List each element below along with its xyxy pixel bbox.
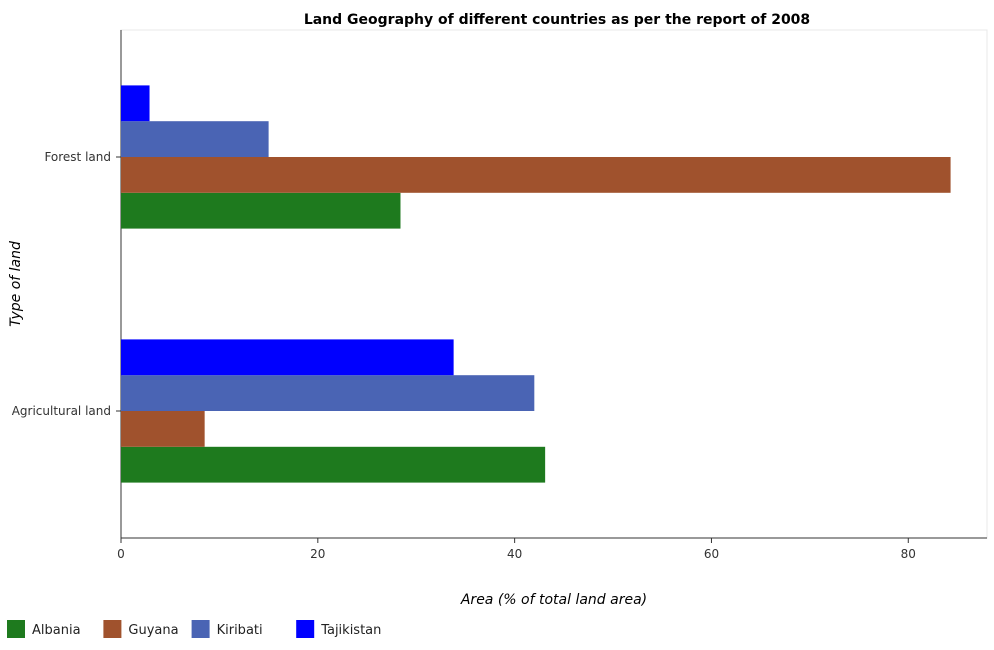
x-tick-label: 40 xyxy=(507,547,522,561)
legend-swatch-kiribati xyxy=(191,620,210,638)
bar-forest-land-tajikistan xyxy=(121,85,150,122)
bar-agricultural-land-kiribati xyxy=(121,375,535,411)
x-tick-label: 20 xyxy=(310,547,325,561)
legend-label-tajikistan: Tajikistan xyxy=(320,623,381,638)
bar-agricultural-land-tajikistan xyxy=(121,339,454,376)
bar-forest-land-albania xyxy=(121,192,401,229)
bar-forest-land-guyana xyxy=(121,157,951,193)
y-tick-label: Forest land xyxy=(44,150,111,164)
x-tick-label: 0 xyxy=(117,547,125,561)
legend-swatch-tajikistan xyxy=(296,620,315,638)
y-axis-label: Type of land xyxy=(8,241,24,327)
chart-title: Land Geography of different countries as… xyxy=(304,12,810,28)
bars xyxy=(121,85,951,483)
legend-swatch-albania xyxy=(7,620,25,638)
legend-label-guyana: Guyana xyxy=(128,623,178,638)
x-ticks: 0 20 40 60 80 xyxy=(117,538,916,561)
legend-label-albania: Albania xyxy=(32,623,81,638)
legend-swatch-guyana xyxy=(103,620,122,638)
legend-label-kiribati: Kiribati xyxy=(217,623,263,638)
x-axis-label: Area (% of total land area) xyxy=(460,592,647,608)
bar-agricultural-land-albania xyxy=(121,446,546,483)
x-tick-label: 60 xyxy=(704,547,719,561)
x-tick-label: 80 xyxy=(901,547,916,561)
y-tick-label: Agricultural land xyxy=(12,404,111,418)
y-ticks: Forest land Agricultural land xyxy=(12,150,121,418)
bar-agricultural-land-guyana xyxy=(121,411,205,447)
legend: Albania Guyana Kiribati Tajikistan xyxy=(7,620,381,638)
bar-forest-land-kiribati xyxy=(121,121,269,157)
